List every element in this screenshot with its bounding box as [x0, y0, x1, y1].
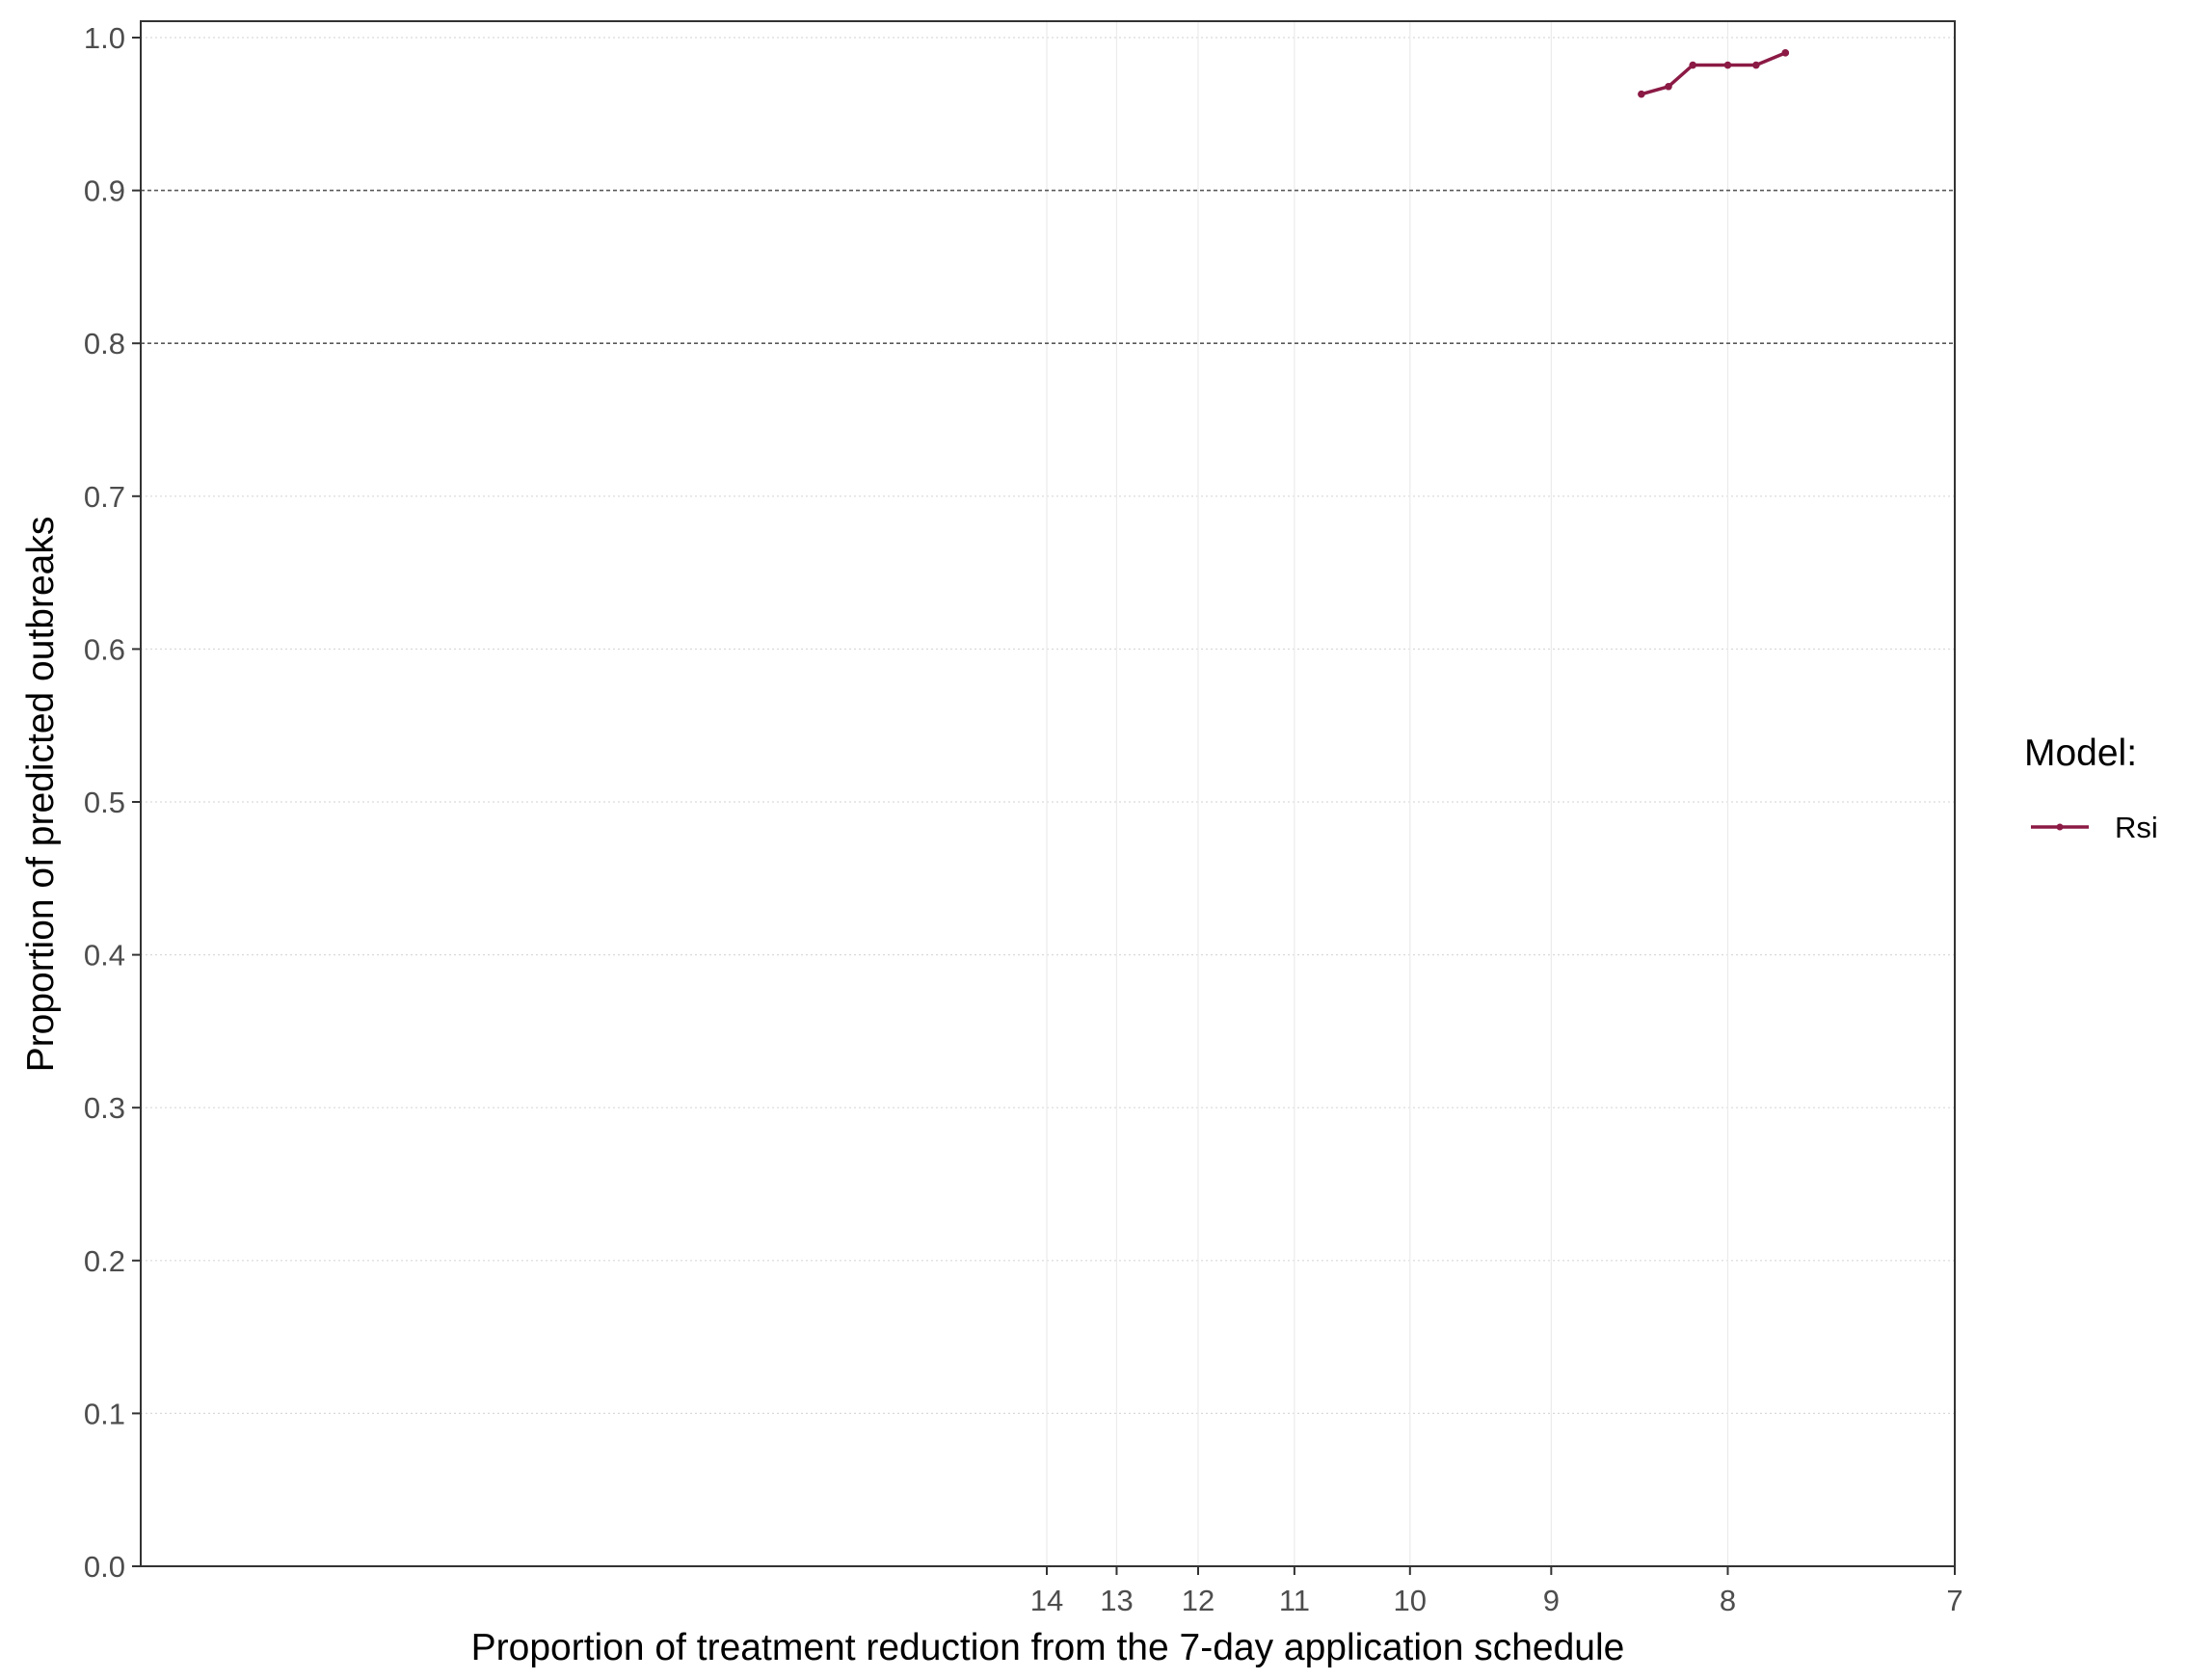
reference-lines	[141, 189, 1955, 345]
series-line-rsi	[1640, 51, 1788, 96]
y-tick-label-10: 1.0	[84, 21, 125, 55]
x-tick-label-5: 9	[1543, 1584, 1560, 1617]
y-tick-label-2: 0.2	[84, 1244, 125, 1278]
y-tick-label-0: 0.0	[84, 1550, 125, 1584]
y-tick-label-4: 0.4	[84, 939, 125, 973]
data-point-4	[1752, 61, 1760, 69]
x-tick-label-7: 7	[1946, 1584, 1962, 1617]
y-tick-label-1: 0.1	[84, 1397, 125, 1430]
y-tick-label-9: 0.9	[84, 174, 125, 208]
data-point-0	[1638, 90, 1645, 98]
x-axis-title: Proportion of treatment reduction from t…	[471, 1627, 1625, 1668]
x-tick-label-4: 10	[1394, 1584, 1427, 1617]
data-point-1	[1665, 82, 1672, 91]
y-tick-label-5: 0.5	[84, 786, 125, 819]
x-tick-label-6: 8	[1720, 1584, 1736, 1617]
y-tick-label-3: 0.3	[84, 1091, 125, 1125]
legend-label-rsi: Rsi	[2115, 811, 2158, 844]
x-axis: 14 13 12 11 10 9 8 7	[1030, 1566, 1963, 1617]
data-point-3	[1723, 61, 1732, 69]
y-axis-title: Proportion of predicted outbreaks	[20, 517, 62, 1073]
x-tick-label-3: 11	[1279, 1584, 1310, 1617]
data-point-5	[1781, 49, 1790, 57]
grid-layer	[141, 21, 1955, 1566]
series-layer	[1638, 49, 1790, 98]
x-tick-label-2: 12	[1182, 1584, 1215, 1617]
legend-title: Model:	[2024, 733, 2137, 774]
y-axis: 0.0 0.1 0.2 0.3 0.4 0.5 0.6 0.7 0.8 0.9 1.0	[84, 21, 141, 1584]
x-tick-label-0: 14	[1030, 1584, 1063, 1617]
legend-key-point	[2056, 823, 2064, 831]
y-tick-label-7: 0.7	[84, 480, 125, 514]
data-point-2	[1689, 61, 1697, 69]
legend: Model: Rsi	[2024, 733, 2158, 844]
x-tick-label-1: 13	[1100, 1584, 1133, 1617]
y-tick-label-8: 0.8	[84, 327, 125, 360]
y-tick-label-6: 0.6	[84, 632, 125, 666]
